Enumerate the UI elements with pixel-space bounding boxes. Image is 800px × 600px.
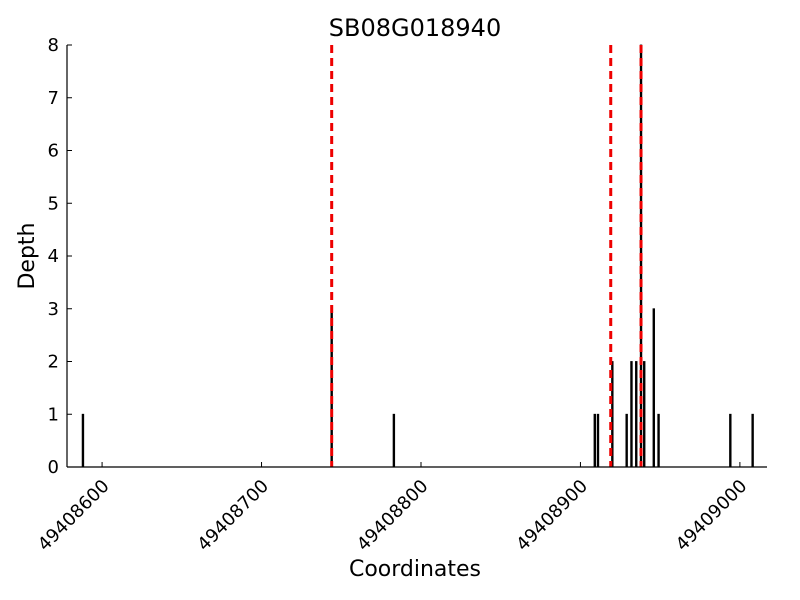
bar — [625, 413, 628, 468]
bar — [751, 413, 754, 468]
y-tick-label: 1 — [48, 404, 59, 425]
x-tick-label: 49409000 — [672, 476, 752, 556]
x-tick-label: 49408600 — [34, 476, 114, 556]
chart-title: SB08G018940 — [329, 14, 501, 42]
bar — [635, 361, 638, 468]
bar — [643, 361, 646, 468]
y-tick-label: 2 — [48, 352, 59, 373]
y-tick-label: 6 — [48, 141, 59, 162]
y-tick-label: 7 — [48, 88, 59, 109]
bar — [81, 413, 85, 468]
bar — [657, 413, 660, 468]
bar — [729, 413, 732, 468]
y-tick-label: 4 — [48, 246, 59, 267]
y-tick-label: 5 — [48, 193, 59, 214]
x-tick-label: 49408800 — [353, 476, 433, 556]
y-tick-label: 8 — [48, 35, 59, 56]
bar — [392, 413, 396, 468]
x-axis-label: Coordinates — [349, 557, 481, 582]
y-tick-label: 3 — [48, 299, 59, 320]
bar — [630, 361, 633, 468]
y-axis-label: Depth — [15, 222, 40, 289]
x-tick-label: 49408900 — [512, 476, 592, 556]
x-tick-label: 49408700 — [193, 476, 273, 556]
bar — [593, 413, 596, 468]
y-tick-label: 0 — [48, 457, 59, 478]
bar — [596, 413, 600, 468]
bar — [652, 308, 655, 468]
